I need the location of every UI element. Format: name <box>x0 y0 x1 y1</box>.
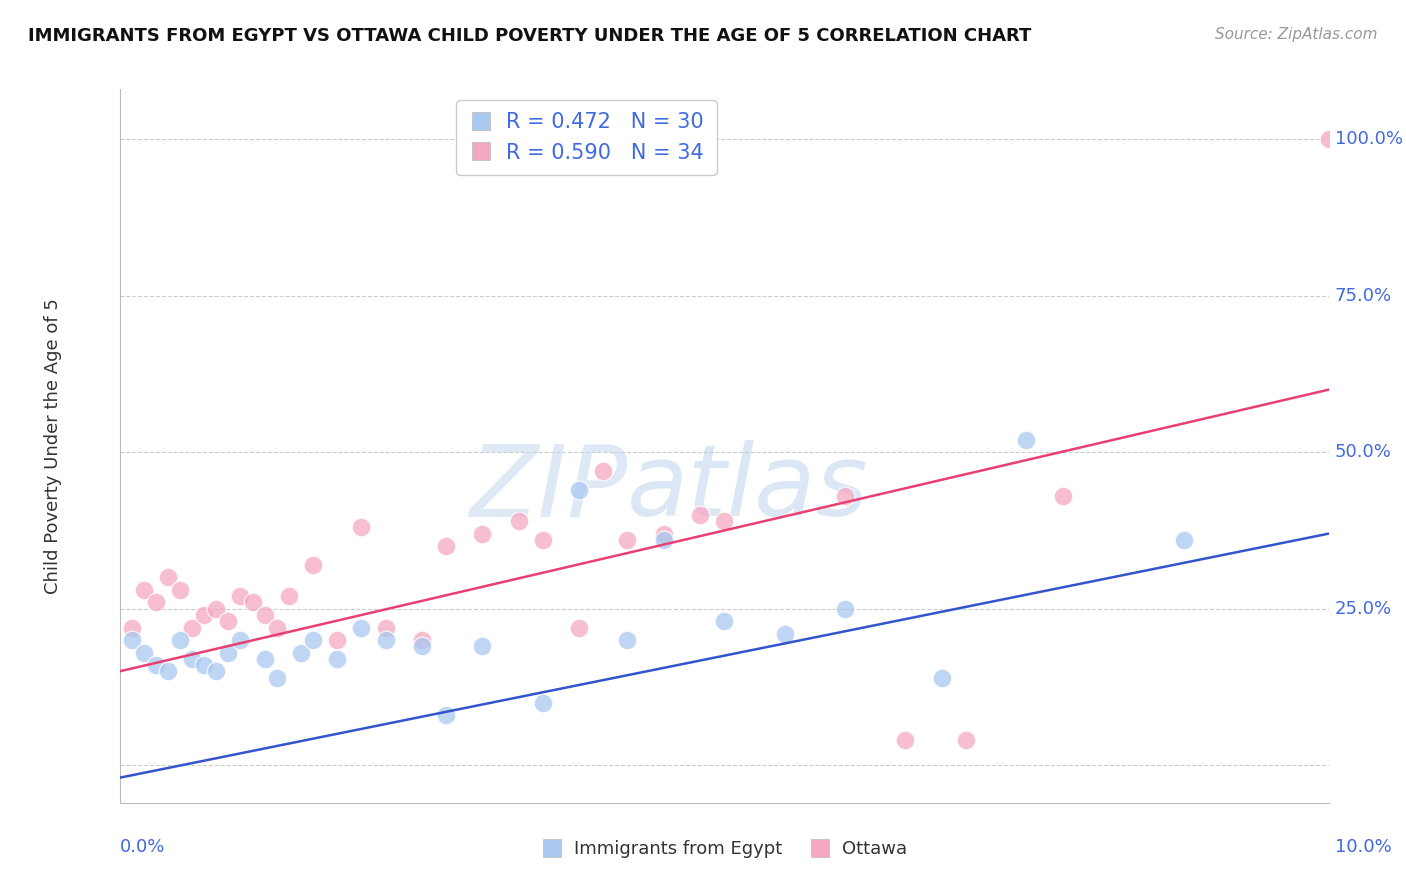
Point <box>434 539 457 553</box>
Point <box>169 633 191 648</box>
Point <box>531 533 554 547</box>
Point <box>121 633 143 648</box>
Point <box>229 633 252 648</box>
Point <box>266 621 288 635</box>
Text: ZIP: ZIP <box>470 441 627 537</box>
Point <box>132 646 155 660</box>
Point <box>242 595 264 609</box>
Point <box>834 601 856 615</box>
Point <box>834 489 856 503</box>
Text: Child Poverty Under the Age of 5: Child Poverty Under the Age of 5 <box>44 298 62 594</box>
Point <box>471 526 494 541</box>
Text: Source: ZipAtlas.com: Source: ZipAtlas.com <box>1215 27 1378 42</box>
Point <box>181 652 204 666</box>
Text: 10.0%: 10.0% <box>1334 838 1392 856</box>
Point <box>350 621 373 635</box>
Point <box>169 582 191 597</box>
Point <box>411 640 433 654</box>
Point <box>302 633 325 648</box>
Point <box>266 671 288 685</box>
Point <box>302 558 325 572</box>
Point <box>145 595 167 609</box>
Point <box>508 514 530 528</box>
Point <box>713 514 735 528</box>
Point <box>471 640 494 654</box>
Point <box>132 582 155 597</box>
Point <box>434 708 457 723</box>
Point <box>1015 433 1038 447</box>
Point <box>894 733 917 747</box>
Point <box>193 607 215 622</box>
Point <box>568 483 591 497</box>
Point <box>229 589 252 603</box>
Point <box>592 464 614 478</box>
Point <box>253 607 276 622</box>
Point <box>217 614 239 628</box>
Point <box>1173 533 1195 547</box>
Point <box>181 621 204 635</box>
Text: 100.0%: 100.0% <box>1334 130 1403 148</box>
Text: atlas: atlas <box>627 441 869 537</box>
Point <box>652 533 675 547</box>
Point <box>616 633 638 648</box>
Text: 0.0%: 0.0% <box>120 838 165 856</box>
Point <box>374 621 396 635</box>
Text: IMMIGRANTS FROM EGYPT VS OTTAWA CHILD POVERTY UNDER THE AGE OF 5 CORRELATION CHA: IMMIGRANTS FROM EGYPT VS OTTAWA CHILD PO… <box>28 27 1032 45</box>
Point <box>374 633 396 648</box>
Point <box>713 614 735 628</box>
Point <box>217 646 239 660</box>
Legend: Immigrants from Egypt, Ottawa: Immigrants from Egypt, Ottawa <box>534 833 914 865</box>
Point <box>931 671 953 685</box>
Point <box>121 621 143 635</box>
Point <box>531 696 554 710</box>
Text: 75.0%: 75.0% <box>1334 286 1392 305</box>
Point <box>652 526 675 541</box>
Point <box>277 589 299 603</box>
Point <box>326 652 349 666</box>
Point <box>193 658 215 673</box>
Point <box>145 658 167 673</box>
Point <box>773 627 796 641</box>
Text: 50.0%: 50.0% <box>1334 443 1392 461</box>
Point <box>1317 132 1340 146</box>
Point <box>568 621 591 635</box>
Point <box>350 520 373 534</box>
Point <box>205 665 228 679</box>
Point <box>156 570 179 584</box>
Point <box>1052 489 1074 503</box>
Point <box>156 665 179 679</box>
Point <box>290 646 312 660</box>
Point <box>326 633 349 648</box>
Point <box>955 733 977 747</box>
Point <box>411 633 433 648</box>
Point <box>253 652 276 666</box>
Text: 25.0%: 25.0% <box>1334 599 1392 618</box>
Point <box>205 601 228 615</box>
Point <box>616 533 638 547</box>
Point <box>689 508 711 522</box>
